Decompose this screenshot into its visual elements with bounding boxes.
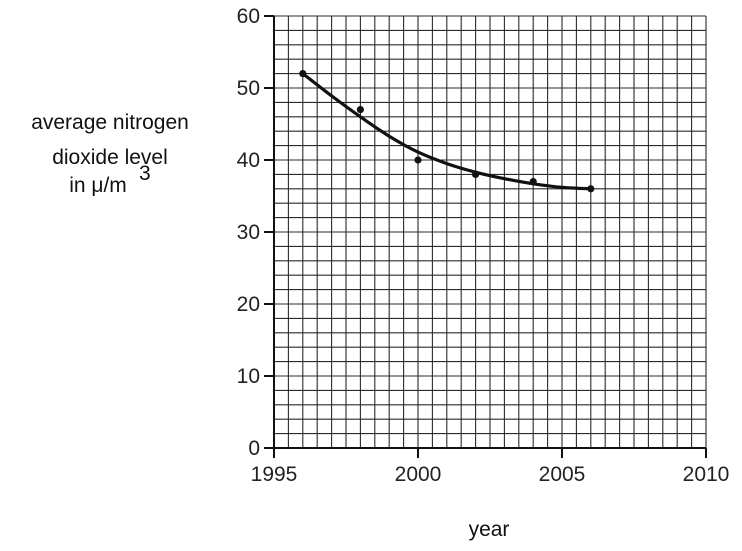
y-tick-label: 30 [237,221,260,244]
trend-curve [301,72,593,191]
plot-grid [273,15,707,449]
x-axis-title: year [469,518,510,541]
y-axis-title-superscript: 3 [139,162,151,185]
x-tick-label: 2000 [395,463,442,486]
y-axis-title-line-3: in μ/m [69,174,127,197]
data-point [587,185,595,193]
y-tick-label: 0 [248,437,260,460]
data-point [299,70,307,78]
y-tick-label: 40 [237,149,260,172]
y-tick-label: 20 [237,293,260,316]
data-layer [299,70,595,193]
y-axis-title-line-1: average nitrogen [31,111,189,134]
x-tick-label: 2010 [683,463,730,486]
y-tick-label: 50 [237,77,260,100]
data-point [414,156,422,164]
y-tick-label: 10 [237,365,260,388]
x-tick-label: 2005 [539,463,586,486]
y-axis-title-line-2: dioxide level [52,146,168,169]
data-point [356,106,364,114]
axis-ticks: 0 10 20 30 40 50 60 1995 2000 2005 2010 [237,5,730,486]
x-tick-label: 1995 [251,463,298,486]
data-point [472,170,480,178]
y-tick-label: 60 [237,5,260,28]
data-point [529,178,537,186]
